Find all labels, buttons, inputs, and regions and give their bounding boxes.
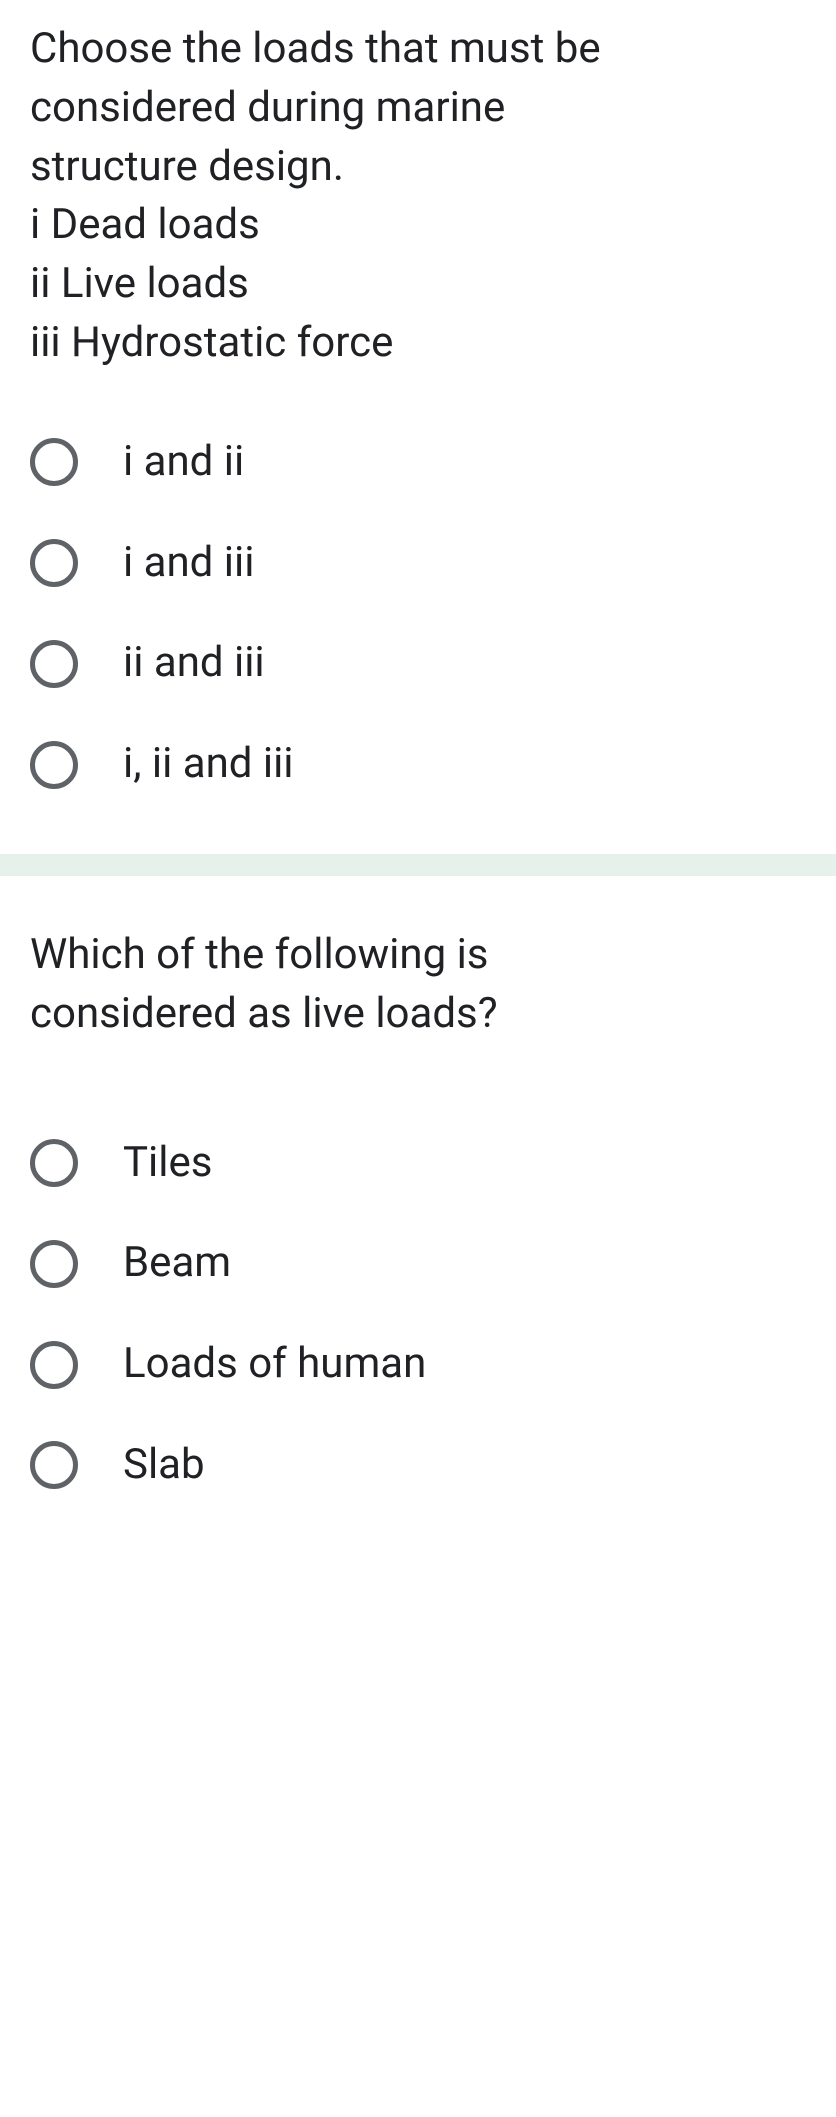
radio-icon [30,1441,78,1489]
prompt-line: considered during marine [30,79,766,138]
radio-icon [30,1139,78,1187]
radio-icon [30,741,78,789]
prompt-line: structure design. [30,138,766,197]
option-label: ii and iii [123,634,265,693]
option-3[interactable]: ii and iii [30,634,806,693]
card-divider [0,854,836,876]
option-label: Tiles [123,1134,212,1193]
radio-icon [30,640,78,688]
option-2[interactable]: i and iii [30,534,806,593]
radio-icon [30,539,78,587]
prompt-line: Choose the loads that must be [30,20,766,79]
option-2[interactable]: Beam [30,1234,806,1293]
option-4[interactable]: i, ii and iii [30,735,806,794]
option-label: Slab [123,1436,205,1495]
option-1[interactable]: Tiles [30,1134,806,1193]
question-card-2: Which of the following is considered as … [0,876,836,1555]
option-label: Beam [123,1234,231,1293]
question-prompt: Choose the loads that must be considered… [30,20,806,373]
option-label: i and ii [123,433,244,492]
options-group: i and ii i and iii ii and iii i, ii and … [30,433,806,794]
option-label: i, ii and iii [123,735,294,794]
prompt-line: Which of the following is [30,926,766,985]
prompt-line: i Dead loads [30,196,766,255]
prompt-line: considered as live loads? [30,985,766,1044]
option-label: i and iii [123,534,254,593]
option-1[interactable]: i and ii [30,433,806,492]
option-label: Loads of human [123,1335,426,1394]
radio-icon [30,438,78,486]
prompt-line: iii Hydrostatic force [30,314,766,373]
radio-icon [30,1240,78,1288]
option-3[interactable]: Loads of human [30,1335,806,1394]
prompt-line: ii Live loads [30,255,766,314]
question-prompt: Which of the following is considered as … [30,926,806,1044]
option-4[interactable]: Slab [30,1436,806,1495]
question-card-1: Choose the loads that must be considered… [0,0,836,854]
options-group: Tiles Beam Loads of human Slab [30,1134,806,1495]
radio-icon [30,1341,78,1389]
